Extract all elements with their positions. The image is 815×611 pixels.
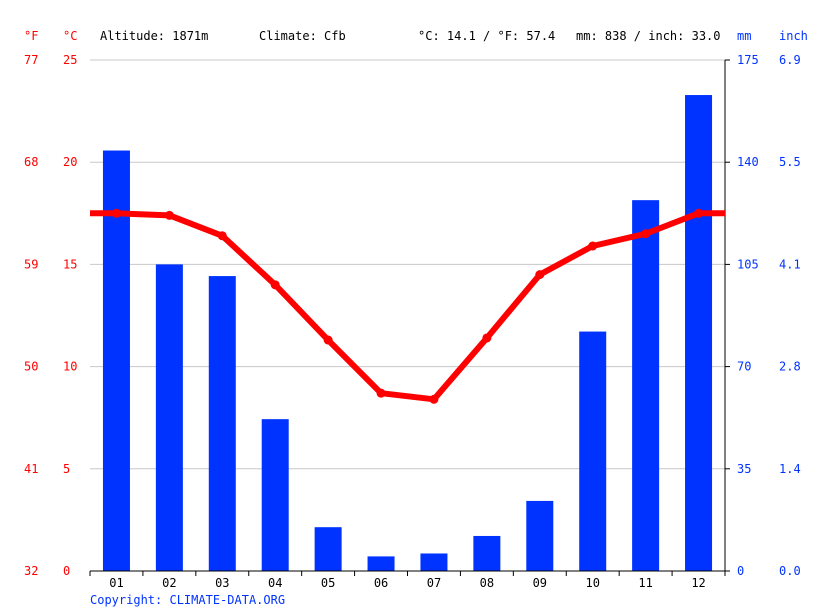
celsius-tick-label: 0 xyxy=(63,564,70,578)
precipitation-bar xyxy=(579,331,607,571)
climate-label: Climate: Cfb xyxy=(259,29,346,43)
mm-unit-label: mm xyxy=(737,29,751,43)
mm-tick-label: 0 xyxy=(737,564,744,578)
temperature-point xyxy=(641,229,651,239)
fahrenheit-tick-label: 68 xyxy=(24,155,38,169)
altitude-label: Altitude: 1871m xyxy=(100,29,208,43)
temperature-point xyxy=(323,335,333,345)
precipitation-bar xyxy=(102,150,130,571)
celsius-tick-label: 25 xyxy=(63,53,77,67)
celsius-tick-label: 15 xyxy=(63,257,77,271)
fahrenheit-tick-label: 50 xyxy=(24,360,38,374)
temperature-point xyxy=(535,270,545,280)
month-label: 07 xyxy=(427,576,441,590)
temperature-line xyxy=(90,208,725,404)
temperature-point xyxy=(270,280,280,290)
mm-tick-label: 105 xyxy=(737,257,759,271)
precipitation-bar xyxy=(420,553,448,571)
precipitation-bar xyxy=(155,264,183,571)
month-label: 03 xyxy=(215,576,229,590)
mm-tick-label: 70 xyxy=(737,360,751,374)
precipitation-bar xyxy=(261,419,289,571)
temperature-point xyxy=(694,208,704,218)
gridlines xyxy=(90,59,725,470)
month-label: 05 xyxy=(321,576,335,590)
fahrenheit-tick-label: 41 xyxy=(24,462,38,476)
precipitation-bar xyxy=(632,200,660,571)
month-label: 06 xyxy=(374,576,388,590)
temperature-point xyxy=(111,208,121,218)
precipitation-bar xyxy=(314,527,342,571)
month-label: 02 xyxy=(162,576,176,590)
month-label: 01 xyxy=(109,576,123,590)
precipitation-bar xyxy=(208,276,236,571)
temperature-point xyxy=(429,394,439,404)
fahrenheit-tick-label: 32 xyxy=(24,564,38,578)
precipitation-bar xyxy=(526,500,554,571)
axes xyxy=(89,59,730,576)
month-label: 10 xyxy=(585,576,599,590)
temperature-point xyxy=(482,333,492,343)
precipitation-summary: mm: 838 / inch: 33.0 xyxy=(576,29,721,43)
inch-tick-label: 2.8 xyxy=(779,360,801,374)
inch-unit-label: inch xyxy=(779,29,808,43)
inch-tick-label: 5.5 xyxy=(779,155,801,169)
inch-tick-label: 0.0 xyxy=(779,564,801,578)
temperature-point xyxy=(164,210,174,220)
inch-tick-label: 4.1 xyxy=(779,257,801,271)
fahrenheit-tick-label: 77 xyxy=(24,53,38,67)
mm-tick-label: 175 xyxy=(737,53,759,67)
precipitation-bar xyxy=(685,95,713,571)
fahrenheit-unit-label: °F xyxy=(24,29,38,43)
celsius-tick-label: 10 xyxy=(63,360,77,374)
temperature-point xyxy=(217,231,227,241)
month-label: 09 xyxy=(533,576,547,590)
celsius-unit-label: °C xyxy=(63,29,77,43)
month-label: 12 xyxy=(691,576,705,590)
mm-tick-label: 140 xyxy=(737,155,759,169)
month-label: 08 xyxy=(480,576,494,590)
month-label: 04 xyxy=(268,576,282,590)
precipitation-bar xyxy=(473,535,501,571)
temperature-summary: °C: 14.1 / °F: 57.4 xyxy=(418,29,555,43)
temperature-series-line xyxy=(90,210,725,403)
precipitation-bars xyxy=(102,95,713,571)
mm-tick-label: 35 xyxy=(737,462,751,476)
month-label: 11 xyxy=(638,576,652,590)
inch-tick-label: 6.9 xyxy=(779,53,801,67)
temperature-point xyxy=(376,388,386,398)
precipitation-bar xyxy=(367,556,395,571)
tick-labels: 77 25 175 6.968 20 140 5.559 15 105 4.150 10 70 2.84… xyxy=(24,53,801,590)
fahrenheit-tick-label: 59 xyxy=(24,257,38,271)
celsius-tick-label: 5 xyxy=(63,462,70,476)
copyright-label: Copyright: CLIMATE-DATA.ORG xyxy=(90,593,285,607)
inch-tick-label: 1.4 xyxy=(779,462,801,476)
celsius-tick-label: 20 xyxy=(63,155,77,169)
temperature-point xyxy=(588,241,598,251)
